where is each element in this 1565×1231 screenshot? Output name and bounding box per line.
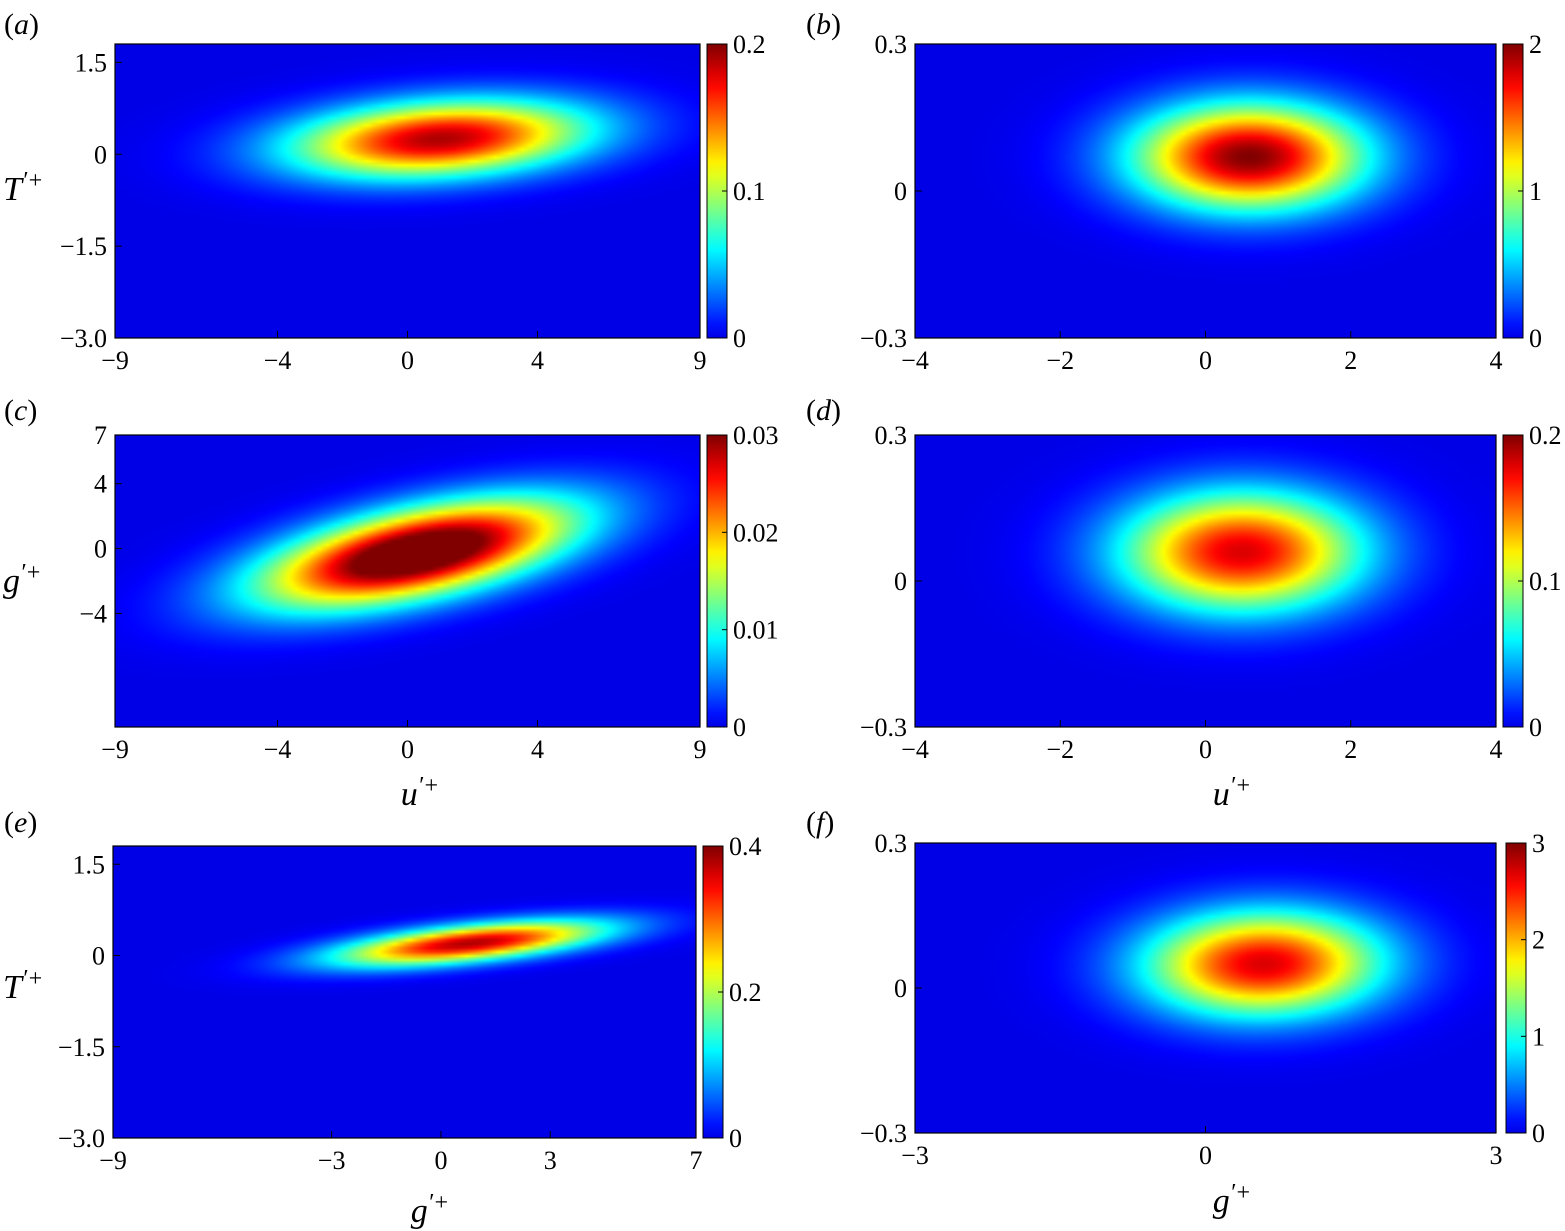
y-tick-label: 0.3 [875,829,908,858]
x-tick-label: −3 [901,1141,929,1170]
colorbar-tick-label: 0.02 [733,518,779,547]
colorbar [706,434,728,728]
colorbar-tick-label: 0.1 [733,177,766,206]
y-tick-label: 0 [94,535,107,564]
colorbar-tick-label: 0 [729,1124,742,1153]
panel-c: −9 −4 0 4 9 7 4 0 −4 0.03 0.02 0.01 0 (c) g′+ [3,394,779,764]
colorbar-tick-label: 0 [1529,713,1542,742]
panel-label: (c) [4,394,37,427]
x-tick-label: 0 [401,735,414,764]
x-tick-label: 4 [531,735,544,764]
y-axis-label: T′+ [3,966,43,1006]
panel-a: −9 −4 0 4 9 1.5 0 −1.5 −3.0 0.2 0.1 0 (a) T′+ [3,8,766,375]
y-tick-label: −1.5 [58,1033,105,1062]
panel-label: (e) [4,806,37,839]
panel-b: −4 −2 0 2 4 0.3 0 −0.3 2 1 0 (b) [806,8,1542,375]
heatmap-image [915,843,1496,1133]
x-tick-label: 2 [1344,346,1357,375]
x-tick-label: −4 [901,735,929,764]
y-tick-label: 7 [94,421,107,450]
x-tick-label: 9 [694,735,707,764]
colorbar-tick-label: 1 [1529,177,1542,206]
colorbar-tick-label: 0.2 [1529,421,1562,450]
panel-label: (b) [806,8,841,41]
x-tick-label: 0 [1199,346,1212,375]
x-tick-label: −3 [318,1146,346,1175]
x-tick-label: −9 [101,346,129,375]
x-tick-label: −4 [264,346,292,375]
heatmap-image [115,44,700,338]
colorbar-tick-label: 0 [1529,324,1542,353]
colorbar-tick-label: 0 [1532,1119,1545,1148]
x-tick-label: 9 [694,346,707,375]
colorbar [1505,842,1527,1134]
x-tick-label: 0 [401,346,414,375]
panel-label: (d) [806,394,841,427]
y-tick-label: 4 [94,470,107,499]
x-axis-label: u′+ [1213,773,1251,813]
colorbar-tick-label: 0.2 [729,978,762,1007]
x-tick-label: −2 [1046,735,1074,764]
y-tick-label: −0.3 [860,324,907,353]
x-tick-label: −4 [901,346,929,375]
x-tick-label: −9 [101,735,129,764]
y-tick-label: −0.3 [860,713,907,742]
y-axis-label: T′+ [3,168,43,208]
y-axis-label: g′+ [3,560,41,600]
panel-e: −9 −3 0 3 7 1.5 0 −1.5 −3.0 0.4 0.2 0 (e) T′+ [3,806,762,1175]
x-tick-label: 2 [1344,735,1357,764]
colorbar-tick-label: 0.01 [733,616,779,645]
y-tick-label: 0 [894,974,907,1003]
y-tick-label: 0 [94,140,107,169]
x-axis-label: u′+ [401,773,439,813]
x-tick-label: 4 [1490,346,1503,375]
colorbar-tick-label: 3 [1532,829,1545,858]
panel-label: (a) [4,8,39,41]
x-tick-label: −9 [99,1146,127,1175]
plot-frame [112,845,697,1139]
colorbar-tick-label: 1 [1532,1022,1545,1051]
x-tick-label: 0 [434,1146,447,1175]
x-axis-label: g′+ [411,1190,449,1230]
colorbar-tick-label: 0.03 [733,421,779,450]
panel-label: (f) [806,806,834,839]
heatmap-image [915,435,1496,727]
heatmap-image [915,44,1496,338]
y-tick-label: 0.3 [875,30,908,59]
colorbar-tick-label: 0.1 [1529,567,1562,596]
y-tick-label: 0 [92,942,105,971]
panel-d: −4 −2 0 2 4 0.3 0 −0.3 0.2 0.1 0 (d) [806,394,1562,764]
colorbar-tick-label: 2 [1532,926,1545,955]
y-tick-label: 0 [894,567,907,596]
y-tick-label: 0.3 [875,421,908,450]
heatmap-image [115,435,700,727]
x-tick-label: 0 [1199,1141,1212,1170]
x-tick-label: 7 [690,1146,703,1175]
y-tick-label: −4 [79,599,107,628]
y-tick-label: 1.5 [75,48,108,77]
x-tick-label: 0 [1199,735,1212,764]
y-tick-label: −0.3 [860,1119,907,1148]
x-tick-label: −2 [1046,346,1074,375]
colorbar-tick-label: 2 [1529,30,1542,59]
colorbar-tick-label: 0.4 [729,832,762,861]
y-tick-label: 1.5 [73,850,106,879]
y-tick-label: −3.0 [58,1124,105,1153]
x-axis-label: g′+ [1213,1180,1251,1220]
x-tick-label: 3 [544,1146,557,1175]
colorbar-tick-label: 0.2 [733,30,766,59]
y-tick-label: 0 [894,177,907,206]
x-tick-label: 4 [531,346,544,375]
x-tick-label: −4 [264,735,292,764]
x-tick-label: 4 [1490,735,1503,764]
colorbar-tick-label: 0 [733,324,746,353]
y-tick-label: −3.0 [60,324,107,353]
y-tick-label: −1.5 [60,232,107,261]
heatmap-image [113,846,696,1138]
colorbar-tick-label: 0 [733,713,746,742]
x-tick-label: 3 [1490,1141,1503,1170]
